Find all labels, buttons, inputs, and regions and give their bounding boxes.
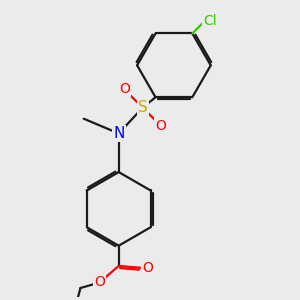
Text: O: O [156, 119, 167, 133]
Text: N: N [113, 126, 124, 141]
Text: O: O [142, 261, 153, 275]
Text: Cl: Cl [203, 14, 217, 28]
Text: O: O [119, 82, 130, 96]
Text: S: S [138, 100, 148, 115]
Text: O: O [94, 275, 105, 290]
